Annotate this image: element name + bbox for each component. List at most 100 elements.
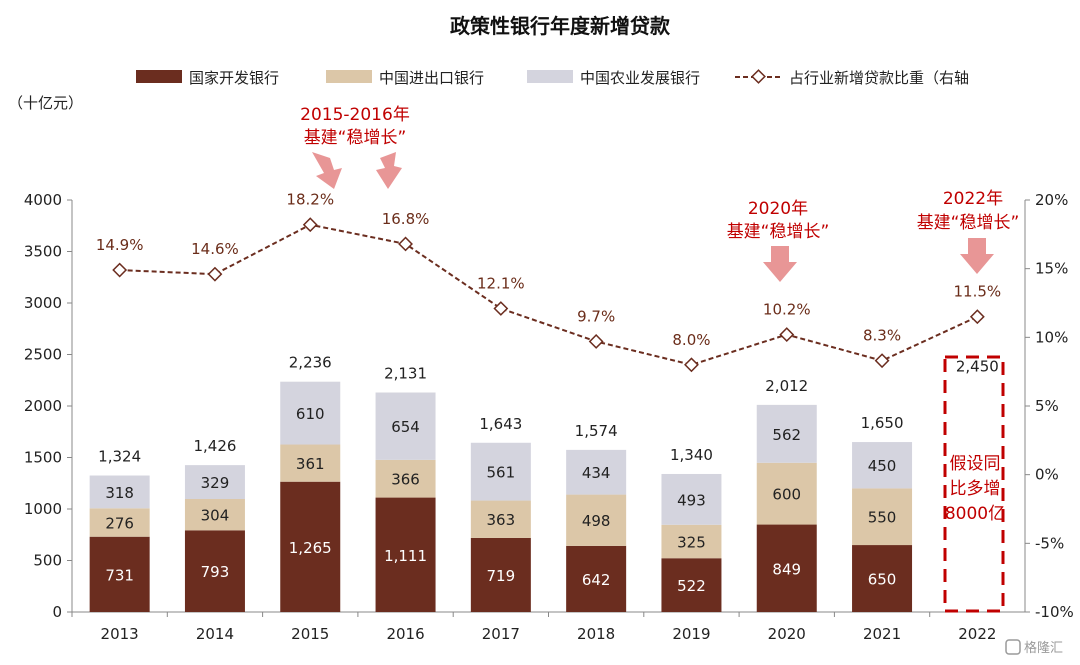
share-point-label: 11.5% — [954, 283, 1002, 301]
bar-value-label: 450 — [868, 457, 897, 475]
share-point — [302, 217, 318, 233]
bar-2021-series-0 — [852, 545, 913, 612]
bar-value-label: 1,111 — [384, 547, 427, 565]
share-point — [207, 266, 223, 282]
share-point-label: 14.9% — [96, 236, 144, 254]
x-tick-label: 2021 — [863, 625, 901, 643]
bar-2013-series-0 — [89, 536, 150, 612]
share-point-label: 8.3% — [863, 327, 901, 345]
share-point — [493, 301, 509, 316]
legend-swatch-exim — [326, 70, 372, 83]
bar-2019-series-2 — [661, 473, 722, 525]
share-point — [588, 334, 604, 349]
bar-value-label: 318 — [105, 484, 134, 502]
legend-marker-share — [751, 69, 766, 84]
y-tick-label: 0 — [52, 603, 62, 621]
share-point — [684, 357, 699, 373]
x-tick-label: 2013 — [101, 625, 139, 643]
annotation-2020-line-1: 2020年 — [748, 199, 808, 219]
y-axis-unit: （十亿元） — [8, 94, 83, 112]
total-label: 1,574 — [575, 422, 618, 440]
x-tick-label: 2022 — [958, 625, 996, 643]
share-point — [398, 236, 413, 252]
share-point-label: 18.2% — [286, 191, 334, 209]
bar-2014-series-2 — [184, 465, 245, 500]
watermark-logo-icon — [1005, 639, 1021, 655]
bar-value-label: 304 — [201, 507, 230, 525]
bar-2016-series-1 — [375, 459, 436, 498]
bar-2020-series-2 — [756, 404, 817, 463]
total-label: 2,131 — [384, 365, 427, 383]
annotation-2022-line-2: 基建“稳增长” — [917, 213, 1020, 233]
share-point — [112, 262, 128, 278]
bar-value-label: 498 — [582, 512, 611, 530]
watermark-text: 格隆汇 — [1024, 640, 1063, 656]
total-label: 1,324 — [98, 448, 141, 466]
share-point-label: 10.2% — [763, 301, 811, 319]
bar-value-label: 325 — [677, 533, 706, 551]
total-labels: 1,324 1,426 2,236 2,131 1,643 1,574 1,340 2,012… — [98, 354, 999, 466]
bar-2015-series-2 — [280, 381, 341, 445]
assumption-line-3: 8000亿 — [945, 504, 1005, 524]
share-point-label: 14.6% — [191, 240, 239, 258]
annotation-2015-2016-line-1: 2015-2016年 — [300, 105, 410, 125]
legend-label-adbc: 中国农业发展银行 — [580, 69, 700, 87]
bar-value-label: 719 — [487, 567, 516, 585]
total-label: 1,340 — [670, 446, 713, 464]
legend-swatch-adbc — [527, 70, 573, 83]
y2-tick-label: 0% — [1035, 466, 1059, 484]
y-tick-label: 3500 — [24, 243, 62, 261]
x-tick-label: 2018 — [577, 625, 615, 643]
assumption-dashed-box — [943, 355, 1005, 613]
legend-label-cdb: 国家开发银行 — [189, 69, 279, 87]
annotation-2015-2016-line-2: 基建“稳增长” — [304, 128, 407, 148]
share-point-label: 12.1% — [477, 274, 525, 292]
chart-title: 政策性银行年度新增贷款 — [450, 14, 671, 38]
y-tick-label: 1500 — [24, 449, 62, 467]
bar-value-label: 793 — [201, 563, 230, 581]
down-arrow-icon — [312, 152, 342, 189]
bar-2018-series-2 — [566, 449, 627, 495]
bar-value-label: 561 — [487, 464, 516, 482]
x-tick-label: 2015 — [291, 625, 329, 643]
y-tick-label: 2000 — [24, 397, 62, 415]
bar-value-label: 361 — [296, 455, 325, 473]
legend-label-exim: 中国进出口银行 — [379, 69, 484, 87]
bar-value-label: 849 — [772, 560, 801, 578]
share-point — [969, 309, 985, 325]
assumption-box: 假设同 比多增 8000亿 — [943, 355, 1005, 613]
bar-value-label: 276 — [105, 514, 134, 532]
bar-value-label: 731 — [105, 566, 134, 584]
legend: 国家开发银行 中国进出口银行 中国农业发展银行 占行业新增贷款比重（右轴 — [136, 69, 969, 87]
total-label: 2,450 — [956, 358, 999, 376]
y2-tick-label: 5% — [1035, 397, 1059, 415]
x-tick-label: 2016 — [386, 625, 424, 643]
annotation-2022-line-1: 2022年 — [943, 189, 1003, 209]
bar-value-label: 366 — [391, 471, 420, 489]
bar-2014-series-0 — [184, 530, 245, 612]
y2-axis-ticks: -10% -5% 0% 5% 10% 15% 20% — [1025, 191, 1074, 621]
down-arrow-icon — [376, 152, 402, 189]
y2-tick-label: 10% — [1035, 328, 1068, 346]
bar-2017-series-1 — [470, 500, 531, 538]
bar-2020-series-1 — [756, 462, 817, 525]
bar-2019-series-0 — [661, 558, 722, 612]
bar-value-label: 654 — [391, 418, 420, 436]
assumption-line-2: 比多增 — [950, 479, 1001, 499]
bar-value-label: 550 — [868, 509, 897, 527]
bar-value-label: 562 — [772, 426, 801, 444]
bar-2013-series-2 — [89, 475, 150, 509]
x-tick-label: 2014 — [196, 625, 234, 643]
down-arrow-icon — [763, 246, 797, 282]
y-tick-label: 3000 — [24, 294, 62, 312]
annotation-2020: 2020年 基建“稳增长” — [727, 199, 829, 282]
share-line — [119, 223, 978, 366]
assumption-line-1: 假设同 — [950, 454, 1001, 474]
share-point — [874, 353, 890, 369]
bar-value-label: 650 — [868, 571, 897, 589]
y2-tick-label: -5% — [1035, 534, 1064, 552]
x-axis-ticks: 2013 2014 2015 2016 2017 2018 2019 2020 2021 2022 — [71, 612, 996, 643]
total-label: 2,012 — [765, 377, 808, 395]
total-label: 1,643 — [479, 415, 522, 433]
